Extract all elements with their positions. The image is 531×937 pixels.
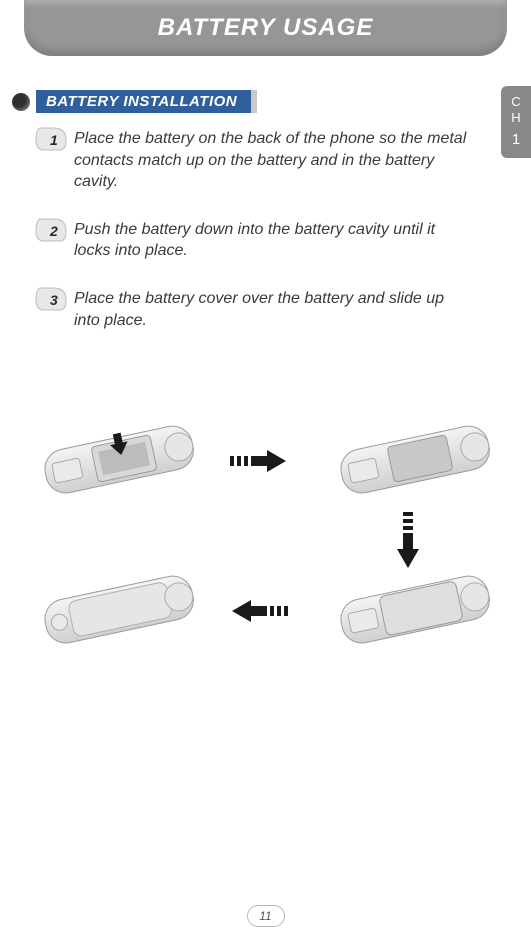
diagram [30, 416, 501, 676]
arrow-down-icon [393, 512, 423, 575]
section-heading: BATTERY INSTALLATION [12, 90, 251, 113]
step-marker: 1 [38, 128, 68, 154]
page-header: BATTERY USAGE [24, 0, 507, 56]
chapter-tab-num: 1 [512, 131, 520, 149]
step-marker: 3 [38, 288, 68, 314]
section-heading-label: BATTERY INSTALLATION [36, 90, 251, 113]
step-item: 2 Push the battery down into the battery… [38, 219, 471, 262]
chapter-tab-c: C [511, 94, 520, 110]
step-marker: 2 [38, 219, 68, 245]
step-number: 3 [50, 292, 58, 308]
phone-illustration-step3 [326, 566, 501, 652]
page-title: BATTERY USAGE [158, 14, 374, 42]
page-number-value: 11 [259, 909, 271, 923]
bullet-icon [12, 93, 30, 111]
phone-illustration-step1 [30, 416, 205, 502]
step-item: 1 Place the battery on the back of the p… [38, 128, 471, 193]
step-number: 1 [50, 132, 58, 148]
chapter-tab-h: H [511, 110, 520, 126]
arrow-left-icon [228, 596, 288, 631]
step-text: Place the battery cover over the battery… [74, 288, 471, 331]
step-item: 3 Place the battery cover over the batte… [38, 288, 471, 331]
step-text: Place the battery on the back of the pho… [74, 128, 471, 193]
phone-illustration-final [30, 566, 205, 652]
arrow-right-icon [230, 446, 290, 481]
chapter-tab: C H 1 [501, 86, 531, 158]
steps-list: 1 Place the battery on the back of the p… [38, 128, 471, 357]
step-text: Push the battery down into the battery c… [74, 219, 471, 262]
step-number: 2 [50, 223, 58, 239]
phone-illustration-step2 [326, 416, 501, 502]
page-number: 11 [247, 905, 285, 927]
